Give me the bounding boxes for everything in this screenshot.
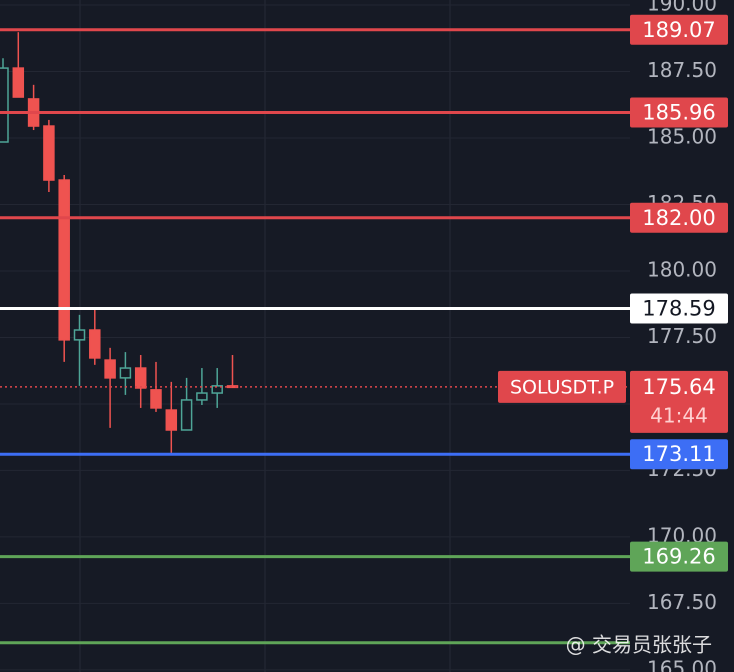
countdown-label: 41:44	[650, 403, 708, 427]
level-label-box	[630, 14, 728, 45]
level-label-box	[630, 97, 728, 128]
symbol-box	[498, 370, 626, 403]
candle-body	[58, 179, 70, 341]
last-price-box	[630, 370, 728, 433]
y-tick-label: 180.00	[647, 257, 717, 281]
symbol-label: SOLUSDT.P	[510, 376, 614, 398]
level-label-box	[630, 541, 728, 572]
level-label: 185.96	[642, 100, 715, 124]
candle-body	[119, 367, 132, 379]
level-label-box	[630, 202, 728, 233]
level-label-box	[630, 293, 728, 324]
watermark: @ 交易员张张子	[566, 633, 712, 657]
level-label: 178.59	[642, 296, 715, 320]
level-label: 189.07	[642, 18, 715, 42]
candle-body	[211, 385, 223, 394]
candle-body	[196, 392, 208, 401]
candle-body	[73, 329, 86, 341]
candle-body	[43, 125, 55, 181]
y-tick-label: 165.00	[647, 656, 717, 672]
candle-body	[0, 67, 9, 143]
levels: 189.07 185.96 182.00 178.59 173.11 169.26 SOLU…	[0, 14, 728, 645]
y-tick-label: 177.50	[647, 324, 717, 348]
level-label: 169.26	[642, 545, 715, 569]
level-label: 173.11	[642, 442, 715, 466]
level-label-box	[630, 439, 728, 470]
candle-body	[134, 367, 147, 389]
candle-body	[12, 67, 25, 98]
candle-body	[180, 399, 193, 431]
grid	[0, 4, 630, 671]
y-tick-label: 167.50	[647, 590, 717, 614]
candle-body	[226, 385, 239, 389]
candle-body	[104, 359, 116, 379]
candle-body	[89, 329, 101, 359]
level-label: 182.00	[642, 206, 715, 230]
last-price-label: 175.64	[642, 375, 715, 399]
candle-body	[165, 409, 178, 431]
y-tick-label: 185.00	[647, 125, 717, 149]
candle-body	[150, 389, 162, 409]
y-tick-label: 190.00	[647, 0, 717, 16]
y-tick-label: 187.50	[647, 58, 717, 82]
